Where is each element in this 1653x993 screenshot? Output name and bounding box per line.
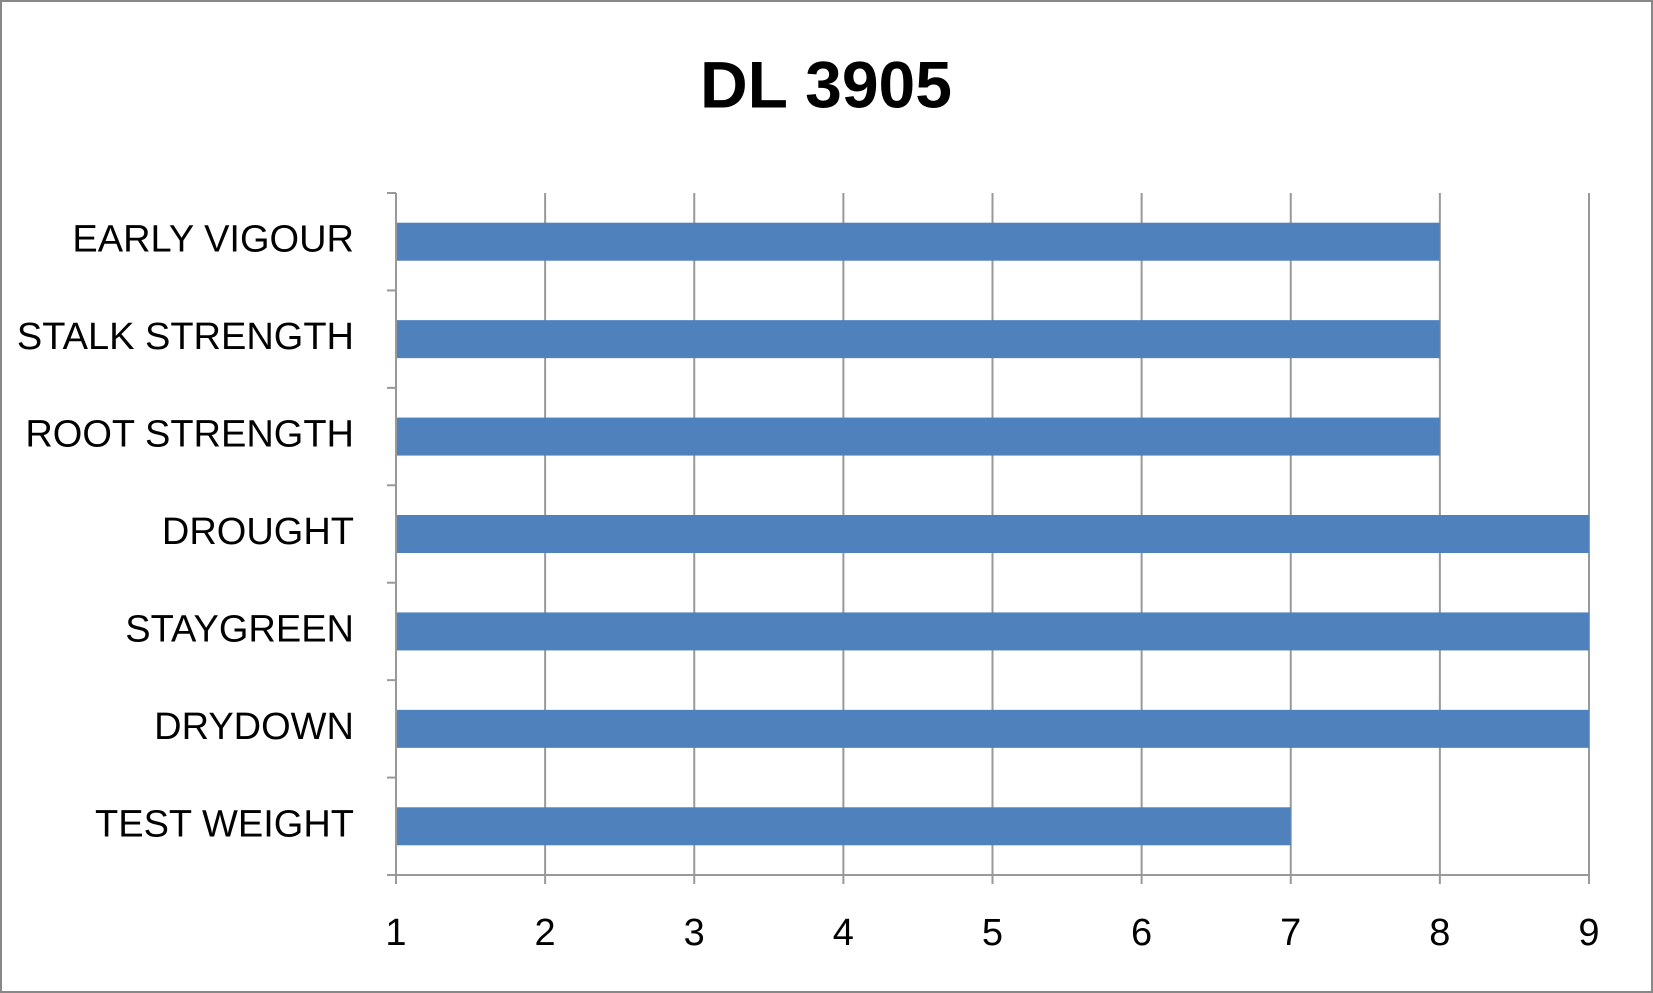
chart-title: DL 3905 [700,47,952,121]
bar [396,320,1440,359]
y-tick-label: TEST WEIGHT [95,803,354,845]
y-tick-label: ROOT STRENGTH [25,414,354,456]
y-tick-label: STAYGREEN [125,608,354,650]
x-tick-label: 8 [1429,912,1450,954]
bar [396,709,1589,748]
bar [396,807,1291,846]
x-tick-label: 5 [982,912,1003,954]
x-tick-label: 2 [535,912,556,954]
x-tick-label: 1 [385,912,406,954]
y-tick-label: STALK STRENGTH [17,316,354,358]
y-tick-label: DRYDOWN [154,706,354,748]
x-tick-label: 6 [1131,912,1152,954]
bar [396,612,1589,651]
bar [396,222,1440,261]
x-tick-label: 4 [833,912,854,954]
x-tick-label: 9 [1578,912,1599,954]
bar [396,515,1589,553]
y-tick-label: EARLY VIGOUR [72,219,354,261]
x-tick-label: 7 [1280,912,1301,954]
bar [396,417,1440,456]
x-tick-label: 3 [684,912,705,954]
y-tick-label: DROUGHT [162,511,354,553]
